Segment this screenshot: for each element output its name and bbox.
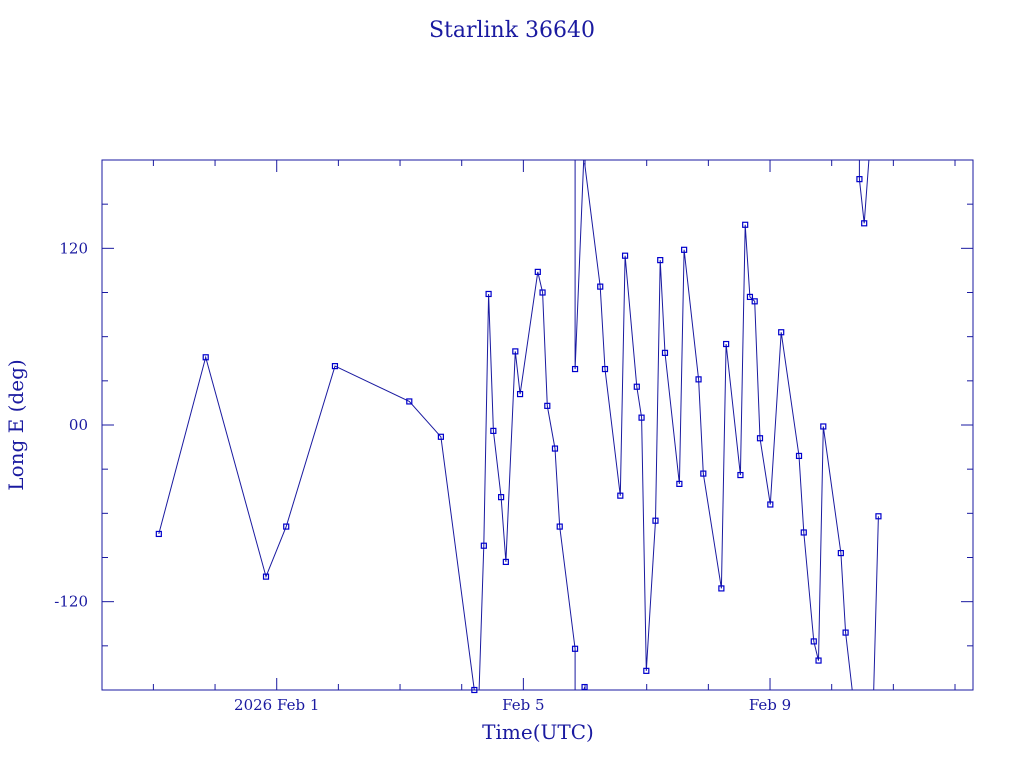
x-tick-label: Feb 9	[749, 696, 791, 714]
data-point	[746, 293, 754, 301]
data-point	[815, 657, 822, 664]
data-point	[490, 427, 497, 434]
data-point	[516, 390, 524, 398]
data-point	[861, 220, 868, 227]
data-point	[837, 549, 844, 557]
series-line-segment	[574, 159, 585, 370]
data-point	[471, 686, 478, 694]
data-point	[571, 365, 579, 373]
data-point	[875, 513, 882, 520]
data-point	[842, 629, 849, 636]
data-point	[621, 252, 629, 259]
data-point	[485, 290, 492, 298]
plot-frame	[101, 159, 974, 691]
data-point	[480, 542, 487, 549]
series-line-segment	[868, 516, 879, 691]
y-tick-label: 00	[69, 416, 88, 434]
axis-tick-labels: 2026 Feb 1 Feb 5 Feb 9 120 00 -120	[54, 239, 791, 714]
data-point	[283, 523, 290, 530]
data-point	[571, 645, 579, 652]
data-point	[756, 435, 764, 442]
x-tick-label: 2026 Feb 1	[234, 696, 319, 714]
data-point	[539, 289, 546, 296]
data-point	[681, 246, 688, 253]
data-point	[737, 471, 744, 479]
y-tick-label: -120	[54, 593, 88, 611]
chart-title: Starlink 36640	[429, 18, 595, 43]
data-point	[643, 667, 650, 674]
data-point	[581, 683, 588, 691]
data-point	[778, 329, 785, 336]
data-point	[633, 383, 640, 390]
data-point	[723, 340, 730, 348]
data-point	[700, 470, 707, 477]
series-line-segment	[158, 355, 475, 691]
data-point	[512, 348, 519, 355]
data-point	[601, 365, 609, 373]
y-axis-label: Long E (deg)	[4, 359, 28, 490]
series-markers	[155, 176, 882, 694]
x-axis-label: Time(UTC)	[482, 720, 594, 744]
data-point	[718, 585, 725, 592]
data-point	[498, 494, 505, 501]
series-line-segment	[584, 162, 853, 691]
data-point	[676, 480, 683, 487]
data-point	[551, 445, 559, 452]
data-point	[597, 283, 604, 290]
series-lines	[158, 159, 879, 691]
data-point	[661, 349, 669, 356]
data-point	[437, 433, 444, 440]
series-line-segment	[478, 271, 576, 691]
data-point	[795, 452, 803, 460]
data-point	[544, 402, 551, 409]
series-line-segment	[858, 159, 870, 224]
axis-ticks	[102, 160, 973, 690]
data-point	[638, 414, 645, 421]
data-point	[657, 257, 664, 264]
data-point	[820, 423, 827, 430]
data-point	[406, 398, 413, 405]
data-point	[202, 354, 209, 361]
data-point	[800, 529, 807, 536]
data-point	[331, 363, 339, 370]
data-point	[617, 492, 624, 499]
data-point	[695, 376, 702, 383]
data-point	[810, 638, 817, 645]
y-tick-label: 120	[59, 239, 88, 257]
data-point	[742, 221, 749, 228]
data-point	[502, 558, 509, 566]
data-point	[556, 523, 563, 530]
x-tick-label: Feb 5	[502, 696, 544, 714]
data-point	[751, 298, 758, 305]
data-point	[155, 530, 162, 538]
data-point	[262, 573, 270, 580]
data-point	[856, 176, 863, 183]
data-point	[534, 268, 541, 275]
data-point	[767, 501, 774, 508]
data-point	[652, 517, 659, 524]
